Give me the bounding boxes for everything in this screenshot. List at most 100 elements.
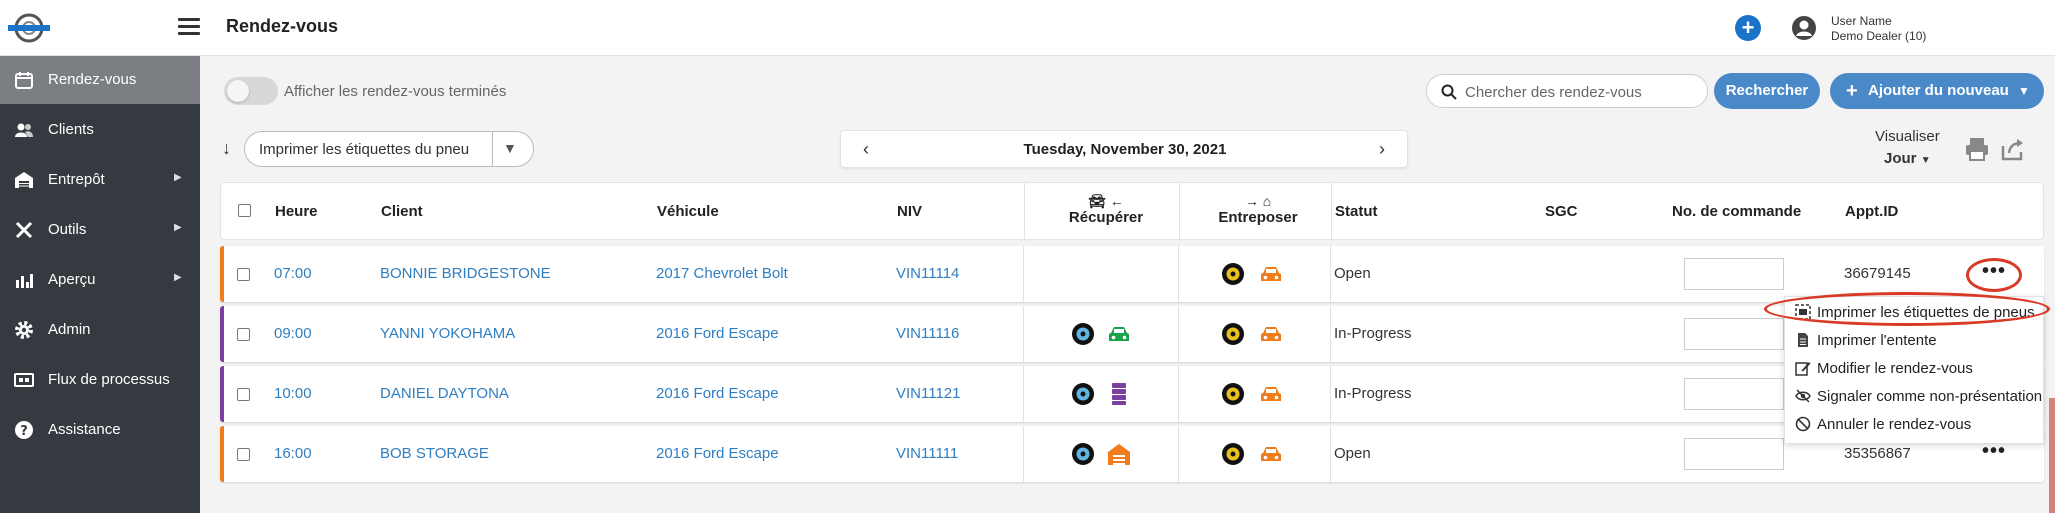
add-new-button[interactable]: + Ajouter du nouveau ▼: [1830, 73, 2044, 109]
divider: [1023, 306, 1024, 362]
header-time[interactable]: Heure: [275, 203, 318, 220]
header-pickup[interactable]: 🚘︎ ← Récupérer: [1031, 193, 1181, 226]
row-time[interactable]: 10:00: [274, 385, 312, 402]
top-bar: Rendez-vous + User Name Demo Dealer (10): [0, 0, 2055, 56]
menu-toggle-button[interactable]: [178, 18, 200, 36]
row-client[interactable]: BOB STORAGE: [380, 445, 489, 462]
menu-item-label: Imprimer l'entente: [1817, 332, 1937, 349]
row-checkbox[interactable]: [237, 328, 250, 341]
order-number-input[interactable]: [1684, 318, 1784, 350]
document-icon: [1798, 333, 1808, 347]
row-vehicle[interactable]: 2016 Ford Escape: [656, 385, 779, 402]
divider: [1178, 306, 1179, 362]
menu-item-edit-appointment[interactable]: Modifier le rendez-vous: [1785, 355, 2045, 383]
select-all-checkbox[interactable]: [238, 204, 251, 217]
search-button[interactable]: Rechercher: [1714, 73, 1820, 109]
user-avatar-icon[interactable]: [1791, 15, 1817, 41]
caret-down-icon[interactable]: ▼: [2018, 84, 2030, 98]
more-options-icon[interactable]: •••: [1982, 440, 2007, 462]
print-icon[interactable]: [1964, 136, 1990, 162]
header-vin[interactable]: NIV: [897, 203, 923, 220]
sort-icon[interactable]: ↓: [222, 138, 231, 158]
user-name: User Name: [1831, 14, 1892, 28]
row-accent: [220, 246, 224, 302]
table-row[interactable]: 09:00 YANNI YOKOHAMA 2016 Ford Escape VI…: [220, 306, 2044, 362]
company-logo[interactable]: [6, 12, 52, 44]
row-checkbox[interactable]: [237, 268, 250, 281]
row-time[interactable]: 16:00: [274, 445, 312, 462]
sidebar-item-entrepot[interactable]: Entrepôt ▶: [0, 156, 200, 204]
header-order[interactable]: No. de commande: [1672, 203, 1802, 220]
row-time[interactable]: 09:00: [274, 325, 312, 342]
row-time[interactable]: 07:00: [274, 265, 312, 282]
row-vehicle[interactable]: 2017 Chevrolet Bolt: [656, 265, 788, 282]
row-status: Open: [1334, 445, 1371, 462]
sidebar-item-clients[interactable]: Clients: [0, 106, 200, 154]
show-completed-toggle[interactable]: [224, 77, 278, 105]
chevron-right-icon: ▶: [174, 222, 182, 233]
row-vin[interactable]: VIN11116: [896, 325, 960, 342]
row-vin[interactable]: VIN11114: [896, 265, 960, 282]
header-sgc[interactable]: SGC: [1545, 203, 1578, 220]
view-label: Visualiser: [1875, 128, 1940, 145]
scrollbar[interactable]: [2049, 398, 2055, 513]
highlight-annotation: [1764, 292, 2050, 326]
sidebar-item-label: Entrepôt: [48, 171, 105, 188]
divider: [1024, 183, 1025, 241]
caret-down-icon[interactable]: ▼: [503, 140, 517, 156]
tire-yellow-icon: [1222, 323, 1244, 345]
print-labels-dropdown[interactable]: Imprimer les étiquettes du pneu ▼: [244, 131, 534, 167]
row-status: In-Progress: [1334, 385, 1412, 402]
sidebar-item-apercu[interactable]: Aperçu ▶: [0, 256, 200, 304]
search-box[interactable]: [1426, 74, 1708, 108]
row-client[interactable]: BONNIE BRIDGESTONE: [380, 265, 551, 282]
highlight-annotation: [1966, 258, 2022, 292]
header-appt-id[interactable]: Appt.ID: [1845, 203, 1899, 220]
sidebar-item-outils[interactable]: Outils ▶: [0, 206, 200, 254]
sidebar: Rendez-vous Clients Entrepôt ▶ Outils ▶ …: [0, 56, 200, 513]
sidebar-item-label: Flux de processus: [48, 371, 170, 388]
menu-item-print-agreement[interactable]: Imprimer l'entente: [1785, 327, 2045, 355]
order-number-input[interactable]: [1684, 378, 1784, 410]
row-status: In-Progress: [1334, 325, 1412, 342]
menu-item-label: Annuler le rendez-vous: [1817, 416, 1972, 433]
sidebar-item-assistance[interactable]: ? Assistance: [0, 406, 200, 454]
table-row[interactable]: 07:00 BONNIE BRIDGESTONE 2017 Chevrolet …: [220, 246, 2044, 302]
search-input[interactable]: [1465, 81, 1695, 103]
header-store[interactable]: → ⌂ Entreposer: [1183, 193, 1333, 226]
header-status[interactable]: Statut: [1335, 203, 1378, 220]
chevron-left-icon[interactable]: ‹: [863, 139, 869, 159]
row-vehicle[interactable]: 2016 Ford Escape: [656, 445, 779, 462]
row-checkbox[interactable]: [237, 448, 250, 461]
header-vehicle[interactable]: Véhicule: [657, 203, 719, 220]
row-vin[interactable]: VIN11111: [896, 445, 959, 462]
row-vin[interactable]: VIN11121: [896, 385, 961, 402]
row-client[interactable]: YANNI YOKOHAMA: [380, 325, 516, 342]
row-checkbox[interactable]: [237, 388, 250, 401]
row-client[interactable]: DANIEL DAYTONA: [380, 385, 509, 402]
export-icon[interactable]: [2000, 136, 2026, 162]
tire-yellow-icon: [1222, 443, 1244, 465]
menu-item-report-no-show[interactable]: Signaler comme non-présentation: [1785, 383, 2045, 411]
header-client[interactable]: Client: [381, 203, 423, 220]
order-number-input[interactable]: [1684, 438, 1784, 470]
chevron-right-icon[interactable]: ›: [1379, 139, 1385, 159]
view-select[interactable]: Jour ▼: [1884, 150, 1931, 167]
current-date: Tuesday, November 30, 2021: [1023, 141, 1227, 158]
menu-item-cancel-appointment[interactable]: Annuler le rendez-vous: [1785, 411, 2045, 439]
row-vehicle[interactable]: 2016 Ford Escape: [656, 325, 779, 342]
sidebar-item-flux-de-processus[interactable]: Flux de processus: [0, 356, 200, 404]
user-info[interactable]: User Name Demo Dealer (10): [1831, 14, 1926, 44]
sidebar-item-label: Outils: [48, 221, 87, 238]
table-row[interactable]: 16:00 BOB STORAGE 2016 Ford Escape VIN11…: [220, 426, 2044, 482]
sidebar-item-rendez-vous[interactable]: Rendez-vous: [0, 56, 200, 104]
sidebar-item-admin[interactable]: Admin: [0, 306, 200, 354]
help-icon: ?: [15, 421, 33, 439]
tire-yellow-icon: [1222, 263, 1244, 285]
search-icon: [1441, 84, 1457, 100]
sidebar-item-label: Admin: [48, 321, 91, 338]
order-number-input[interactable]: [1684, 258, 1784, 290]
quick-add-button[interactable]: +: [1735, 15, 1761, 41]
table-row[interactable]: 10:00 DANIEL DAYTONA 2016 Ford Escape VI…: [220, 366, 2044, 422]
car-orange-icon: [1261, 387, 1281, 401]
